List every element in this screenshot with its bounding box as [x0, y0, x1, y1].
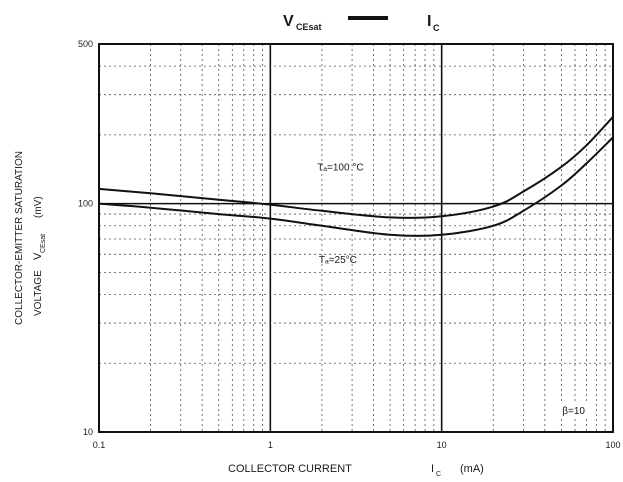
grid: [99, 44, 613, 432]
xlabel-symbol: I: [431, 463, 434, 475]
y-tick-label: 500: [78, 39, 93, 49]
plot-frame: [98, 43, 614, 433]
x-tick-label: 1: [268, 440, 273, 450]
xlabel-main: COLLECTOR CURRENT: [228, 463, 352, 475]
x-tick-label: 100: [605, 440, 620, 450]
annotation-ta-25: Tₐ=25°C: [319, 255, 357, 266]
y-tick-label: 100: [78, 199, 93, 209]
ylabel-line2-main: VOLTAGE: [33, 270, 44, 316]
y-axis-label: COLLECTOR-EMITTER SATURATION VOLTAGE V C…: [14, 151, 47, 325]
title-main-subscript: CEsat: [296, 22, 322, 32]
series-line-2: [98, 136, 614, 237]
title-second-subscript: C: [433, 23, 440, 33]
tick-labels: 0.1 1 10 100 10 100 500: [78, 39, 621, 450]
x-axis-label: COLLECTOR CURRENT I C (mA): [228, 463, 484, 478]
xlabel-subscript: C: [436, 471, 441, 478]
annotation-ta-100: Tₐ=100 °C: [317, 162, 363, 173]
ylabel-line2-subscript: CEsat: [40, 234, 47, 253]
x-tick-label: 10: [437, 440, 447, 450]
ylabel-line2-unit: (mV): [33, 196, 44, 218]
annotation-box: [553, 402, 587, 418]
annotations: Tₐ=100 °C Tₐ=25°C β=10: [317, 162, 587, 418]
ylabel-line2-symbol: V: [32, 252, 44, 260]
title-second: I: [427, 13, 431, 30]
annotation-beta: β=10: [562, 406, 585, 417]
chart-title: V CEsat I C: [283, 13, 440, 33]
x-tick-label: 0.1: [93, 440, 106, 450]
series-line-1: [98, 116, 614, 219]
title-main: V: [283, 13, 294, 30]
y-tick-label: 10: [83, 427, 93, 437]
ylabel-line1: COLLECTOR-EMITTER SATURATION: [14, 151, 25, 325]
xlabel-unit: (mA): [460, 463, 484, 475]
series-group: [98, 116, 614, 237]
